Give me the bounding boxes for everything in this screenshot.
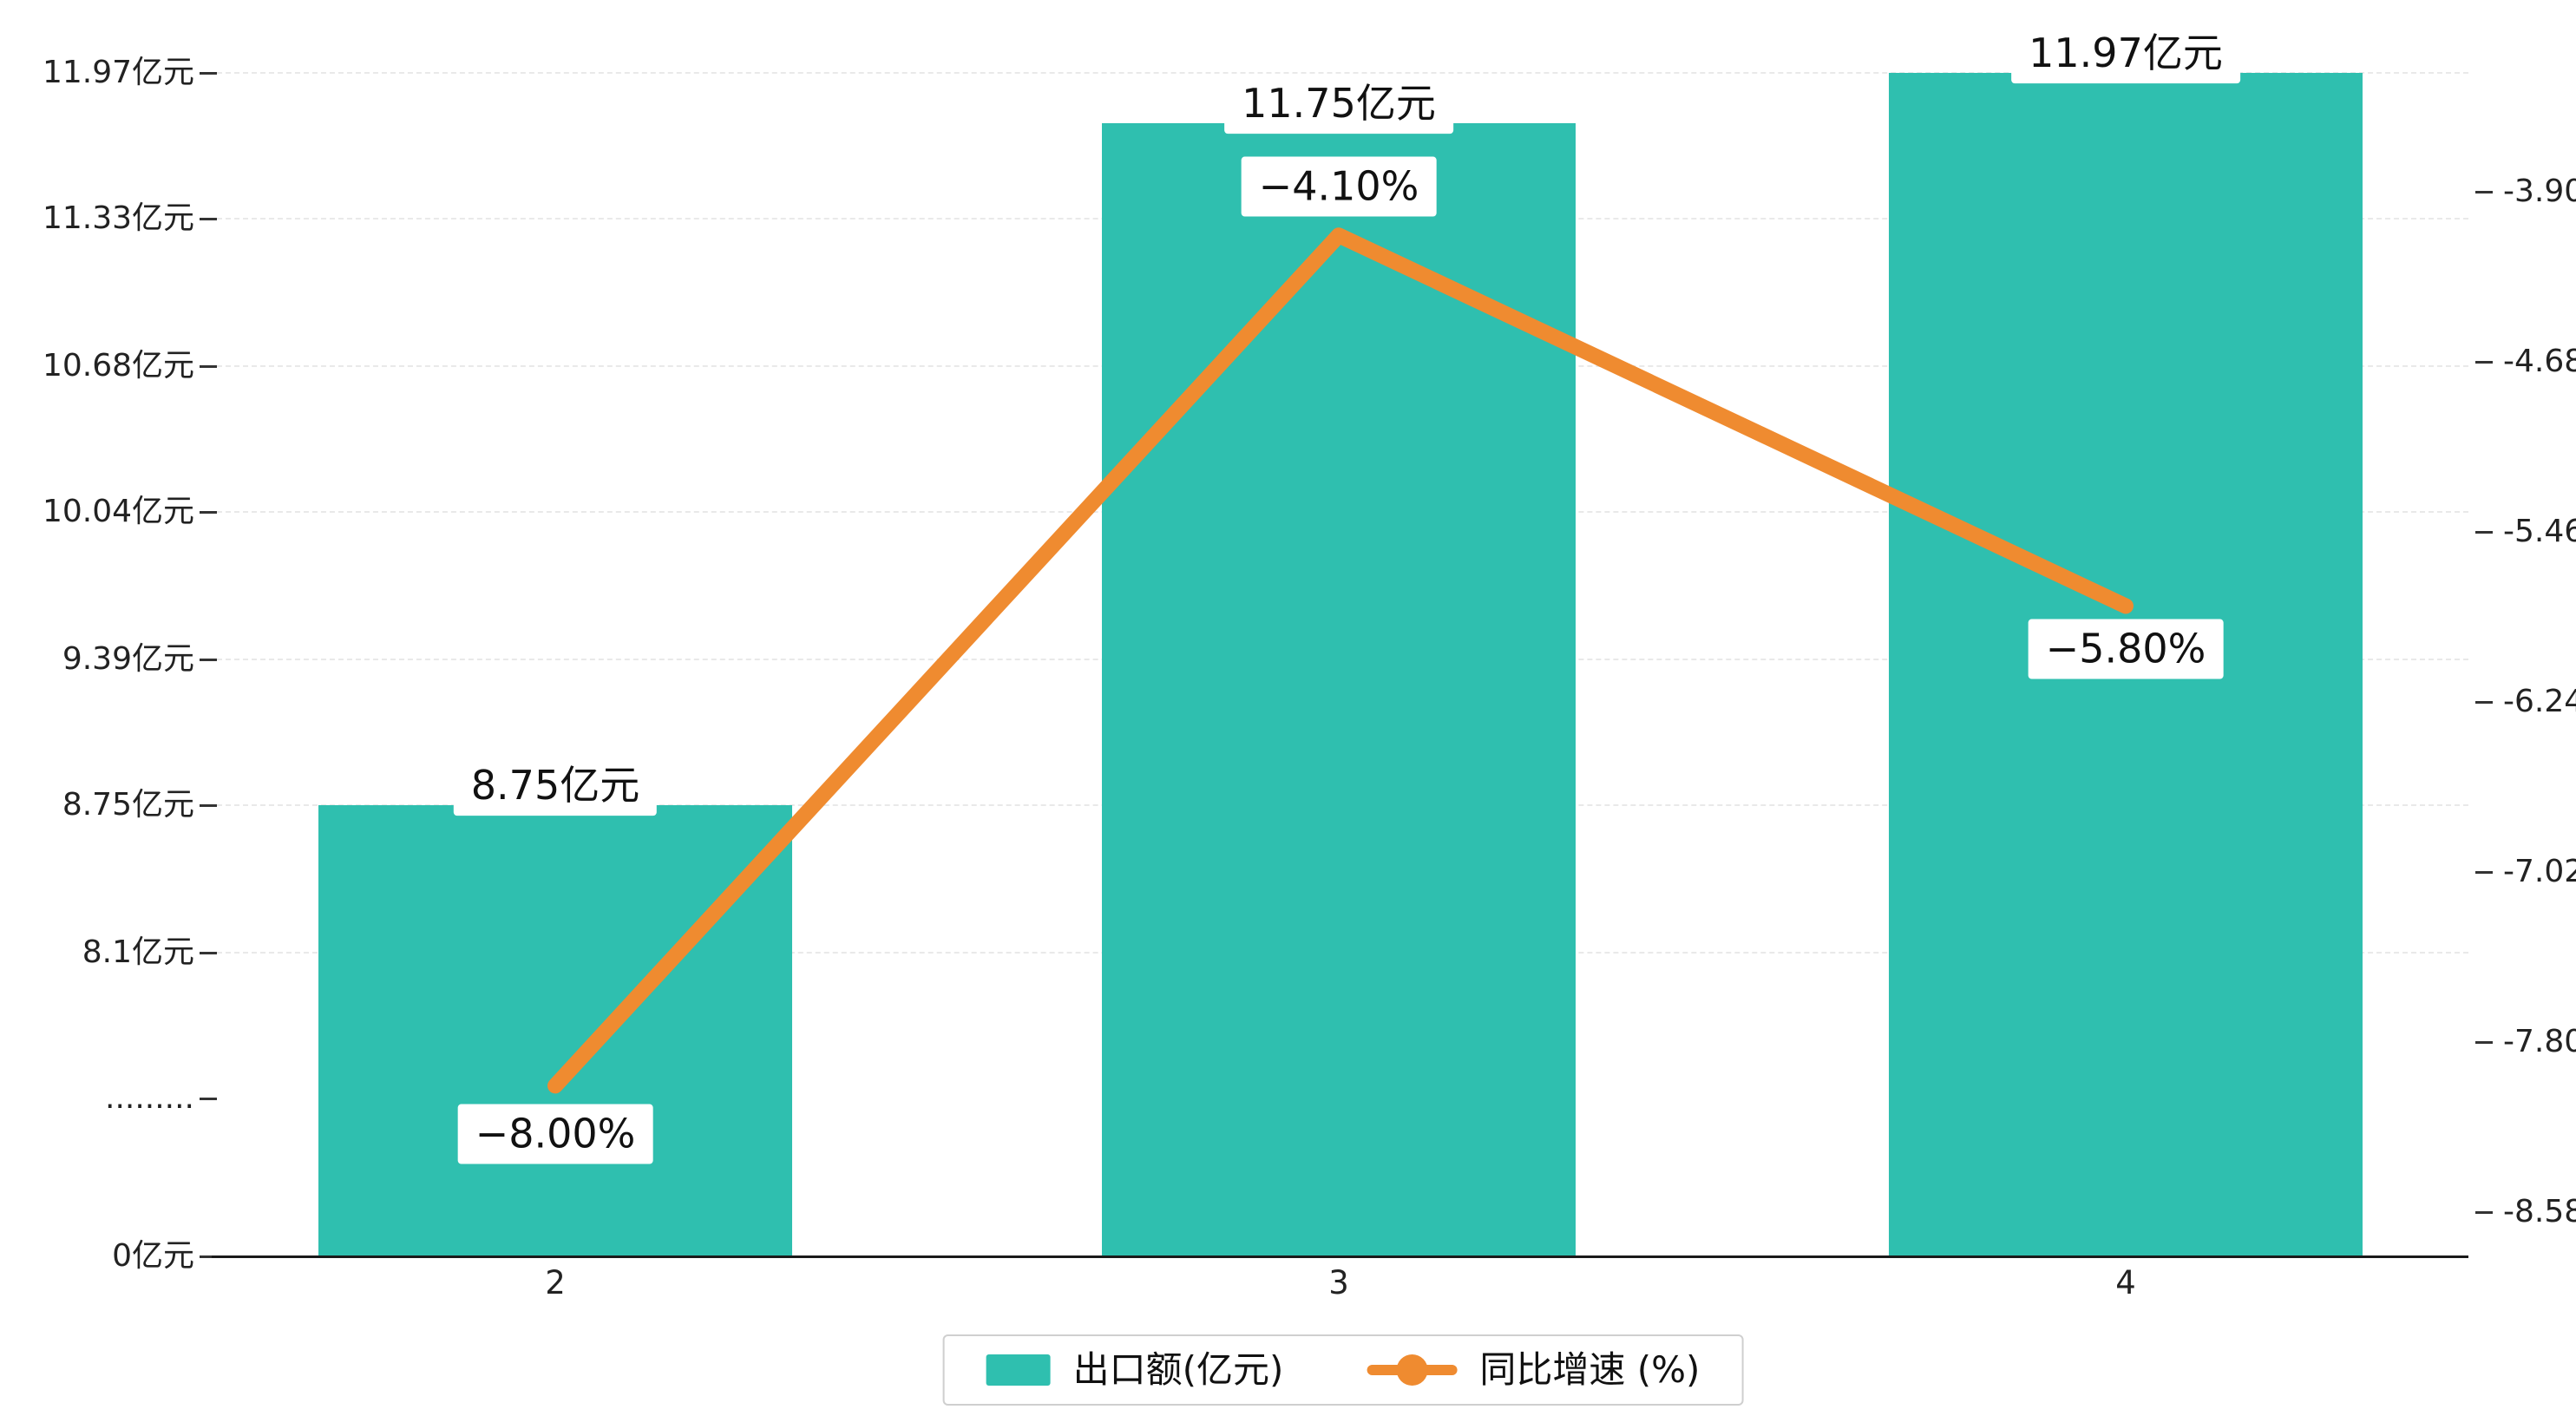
export-amount-bar[interactable]	[318, 804, 792, 1256]
x-axis-category-label: 3	[1328, 1264, 1349, 1301]
left-axis-tick-label: 10.04亿元	[42, 493, 194, 529]
left-axis-tick	[200, 217, 217, 220]
left-axis-tick	[200, 364, 217, 368]
left-axis-tick-label: 10.68亿元	[42, 347, 194, 384]
left-axis-tick-label: 11.33亿元	[42, 200, 194, 236]
left-axis-tick	[200, 658, 217, 661]
right-axis-tick-label: -3.90	[2503, 174, 2576, 209]
yoy-growth-line[interactable]	[547, 227, 2134, 1094]
right-axis-tick-label: -7.80	[2503, 1024, 2576, 1060]
left-axis-tick	[200, 803, 217, 807]
left-axis-tick	[200, 1098, 217, 1100]
line-point-label: −8.00%	[457, 1104, 653, 1164]
line-point-label: −4.10%	[1241, 156, 1437, 217]
left-axis-tick-label: 8.75亿元	[62, 786, 194, 823]
x-axis-category-label: 4	[2115, 1264, 2136, 1301]
left-axis-tick-label: 8.1亿元	[82, 934, 194, 970]
legend-label-yoy-growth: 同比增速 (%)	[1479, 1348, 1701, 1391]
bar-value-label: 11.75亿元	[1224, 73, 1453, 134]
right-axis-tick-label: -8.58	[2503, 1194, 2576, 1230]
left-axis-tick	[200, 1255, 217, 1258]
legend-item-yoy-growth[interactable]: 同比增速 (%)	[1367, 1352, 1700, 1388]
x-axis-category-label: 2	[545, 1264, 566, 1301]
right-axis-tick	[2475, 1211, 2493, 1215]
bar-value-label: 8.75亿元	[453, 755, 658, 816]
right-axis-tick-label: -7.02	[2503, 854, 2576, 890]
right-axis-tick	[2475, 1041, 2493, 1045]
left-axis-tick-label: 0亿元	[112, 1238, 194, 1274]
right-axis-tick	[2475, 531, 2493, 534]
right-axis-tick-label: -5.46	[2503, 514, 2576, 550]
legend-label-export-amount: 出口额(亿元)	[1072, 1348, 1284, 1391]
left-axis-tick	[200, 510, 217, 514]
left-axis-tick-label: 11.97亿元	[42, 55, 194, 90]
right-axis-tick	[2475, 191, 2493, 193]
left-axis-tick-label: .........	[105, 1080, 194, 1116]
right-axis-tick-label: -4.68	[2503, 344, 2576, 379]
legend: 出口额(亿元) 同比增速 (%)	[942, 1334, 1744, 1406]
right-axis-tick-label: -6.24	[2503, 684, 2576, 720]
right-axis-tick	[2475, 871, 2493, 875]
grid-line	[217, 72, 2468, 74]
line-series-marker-icon	[1367, 1354, 1458, 1386]
bar-series-swatch-icon	[986, 1354, 1051, 1386]
left-axis-tick-label: 9.39亿元	[62, 640, 194, 677]
x-axis-line	[212, 1255, 2468, 1258]
right-axis-tick	[2475, 701, 2493, 705]
left-axis-tick	[200, 951, 217, 954]
left-axis-tick	[200, 72, 217, 75]
line-series-dot-icon	[1396, 1354, 1428, 1386]
legend-item-export-amount[interactable]: 出口额(亿元)	[986, 1348, 1284, 1391]
bar-value-label: 11.97亿元	[2011, 23, 2240, 83]
line-point-label: −5.80%	[2028, 620, 2224, 679]
right-axis-tick	[2475, 361, 2493, 364]
